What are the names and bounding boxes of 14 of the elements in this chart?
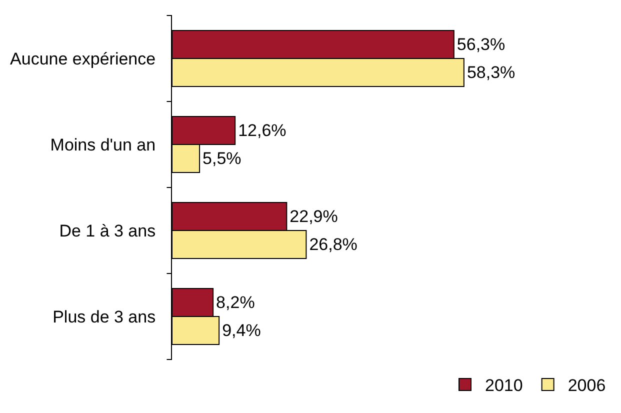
data-label: 58,3% <box>466 62 516 82</box>
data-label: 5,5% <box>202 148 242 168</box>
data-label: 8,2% <box>216 293 255 312</box>
y-tick-label: Moins d'un an <box>50 135 156 154</box>
data-label: 9,4% <box>222 320 261 340</box>
data-label: 12,6% <box>238 121 286 140</box>
data-label: 26,8% <box>309 234 358 254</box>
y-tick-label: De 1 à 3 ans <box>59 221 156 240</box>
data-label: 56,3% <box>456 35 506 54</box>
legend-label: 2010 <box>485 376 523 396</box>
y-tick-label: Aucune expérience <box>10 49 156 68</box>
y-tick-label: Plus de 3 ans <box>52 307 156 326</box>
legend-label: 2006 <box>568 376 606 396</box>
data-label: 22,9% <box>290 207 338 226</box>
